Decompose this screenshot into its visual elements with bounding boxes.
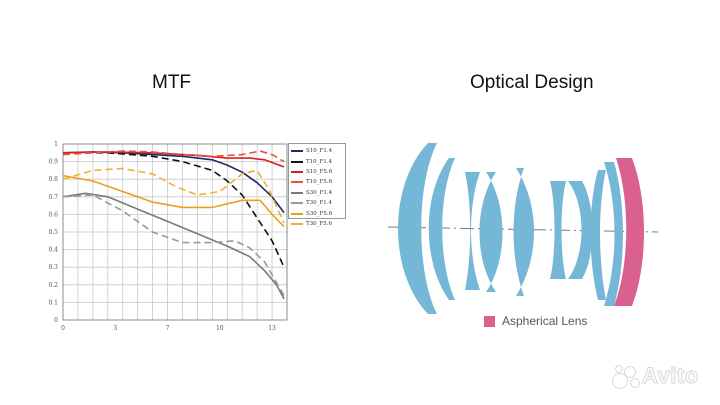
legend-item: T30_F5.6 xyxy=(291,219,343,229)
lens-element-4 xyxy=(479,172,503,292)
avito-wordmark: Avito xyxy=(642,363,699,389)
legend-label: T10_F5.6 xyxy=(306,179,332,186)
mtf-legend: S10_F1.4 T10_F1.4 S10_F5.6 T10_F5.6 S30_F1.4… xyxy=(288,143,346,227)
y-tick-label: 0.9 xyxy=(48,159,58,166)
lens-element-3 xyxy=(465,172,480,290)
mtf-series-t10-f5-6 xyxy=(62,150,285,163)
lens-element-1 xyxy=(398,143,437,314)
legend-swatch xyxy=(291,191,303,194)
legend-item: S10_F1.4 xyxy=(291,146,343,156)
legend-item: T10_F1.4 xyxy=(291,156,343,166)
legend-swatch xyxy=(291,150,303,153)
optical-design-title: Optical Design xyxy=(470,72,594,93)
mtf-series-s30-f1-4 xyxy=(62,192,285,300)
x-tick-label: 7 xyxy=(166,325,170,332)
y-tick-label: 0.4 xyxy=(48,247,58,254)
y-tick-label: 0.6 xyxy=(48,211,58,218)
lens-element-8 xyxy=(590,170,606,300)
mtf-series-s30-f5-6 xyxy=(62,174,285,228)
mtf-grid xyxy=(62,143,288,321)
legend-swatch xyxy=(291,222,303,225)
avito-watermark: Avito xyxy=(612,363,699,389)
x-tick-label: 13 xyxy=(268,325,276,332)
lens-element-6 xyxy=(550,181,566,279)
mtf-series-t30-f5-6 xyxy=(62,167,285,224)
y-tick-label: 0.2 xyxy=(48,282,58,289)
y-tick-label: 0 xyxy=(54,317,58,324)
lens-element-9 xyxy=(604,162,623,306)
legend-item: S30_F5.6 xyxy=(291,208,343,218)
plot-frame xyxy=(62,143,288,321)
aspherical-swatch xyxy=(484,315,495,327)
y-tick-label: 0.5 xyxy=(48,229,58,236)
lens-element-7 xyxy=(568,181,593,279)
mtf-series-t30-f1-4 xyxy=(62,194,285,296)
legend-swatch xyxy=(291,202,303,205)
mtf-tick-labels: 00.10.20.30.40.50.60.70.80.910 3 7 10 13 xyxy=(48,141,276,332)
aspherical-legend: Aspherical Lens xyxy=(484,314,587,328)
lens-element-2 xyxy=(428,158,455,300)
legend-label: T30_F5.6 xyxy=(306,220,332,227)
y-tick-label: 1 xyxy=(54,141,58,148)
aspherical-label: Aspherical Lens xyxy=(502,314,588,328)
avito-logo-icon xyxy=(612,364,642,389)
legend-label: S30_F1.4 xyxy=(306,189,333,196)
legend-item: S30_F1.4 xyxy=(291,188,343,198)
x-tick-label: 10 xyxy=(216,325,224,332)
optical-axis xyxy=(387,226,659,233)
mtf-title: MTF xyxy=(152,72,192,93)
mtf-series xyxy=(62,150,285,300)
legend-swatch xyxy=(291,212,303,215)
x-tick-label: 0 xyxy=(61,325,65,332)
legend-label: S30_F5.6 xyxy=(306,210,333,217)
legend-item: S10_F5.6 xyxy=(291,167,343,177)
x-tick-label: 3 xyxy=(113,325,117,332)
legend-item: T10_F5.6 xyxy=(291,177,343,187)
y-tick-label: 0.3 xyxy=(48,264,58,271)
legend-swatch xyxy=(291,170,303,173)
legend-label: T30_F1.4 xyxy=(306,200,332,207)
y-tick-label: 0.1 xyxy=(48,299,58,306)
legend-item: T30_F1.4 xyxy=(291,198,343,208)
mtf-series-t10-f1-4 xyxy=(63,152,285,268)
legend-label: T10_F1.4 xyxy=(306,158,332,165)
y-tick-label: 0.8 xyxy=(48,176,58,183)
legend-swatch xyxy=(291,160,303,163)
y-tick-label: 0.7 xyxy=(48,194,58,201)
lens-element-aspherical xyxy=(614,158,644,306)
legend-label: S10_F1.4 xyxy=(306,148,333,155)
lens-element-5 xyxy=(513,168,534,296)
legend-swatch xyxy=(291,181,303,184)
legend-label: S10_F5.6 xyxy=(306,168,333,175)
